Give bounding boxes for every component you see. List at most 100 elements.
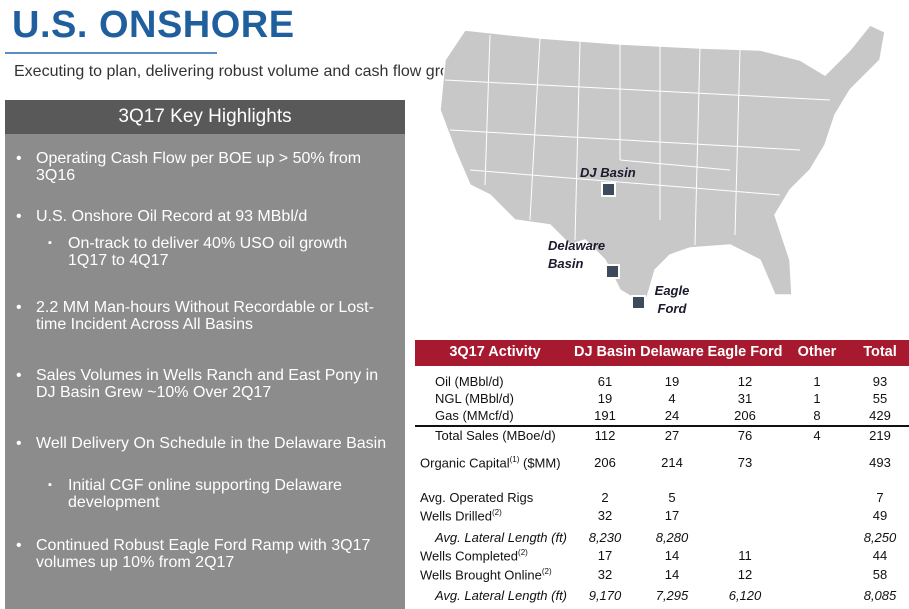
cell: 1: [813, 391, 821, 406]
cell: 14: [664, 567, 680, 582]
cell: 8,230: [588, 530, 622, 545]
delaware-basin-label: Delaware Basin: [548, 238, 606, 271]
page-title: U.S. ONSHORE: [12, 4, 295, 46]
cell: 8: [813, 408, 821, 423]
footnote-ref: (1): [509, 455, 520, 464]
row-label: Avg. Operated Rigs: [420, 490, 590, 505]
cell: 24: [664, 408, 680, 423]
col-header: 3Q17 Activity: [449, 344, 541, 360]
bullet: U.S. Onshore Oil Record at 93 MBbl/d: [16, 208, 391, 225]
footnote-ref: (2): [518, 548, 528, 557]
col-header: Other: [797, 344, 837, 360]
state-borders: [444, 34, 831, 246]
cell: 14: [664, 548, 680, 563]
cell: 49: [872, 508, 888, 523]
row-label-text: Gas (MMcf/d): [435, 408, 514, 423]
cell: 27: [664, 428, 680, 443]
sub-bullet: Initial CGF online supporting Delaware d…: [48, 477, 388, 511]
row-label-text: Wells Completed: [420, 548, 519, 564]
cell: 7: [876, 490, 884, 505]
footnote-ref: (2): [541, 567, 552, 576]
row-label-text: Total Sales (MBoe/d): [435, 428, 556, 443]
cell: 493: [869, 455, 891, 470]
cell: 73: [737, 455, 753, 470]
cell: 32: [597, 508, 613, 523]
table-divider: [415, 425, 909, 427]
row-label: Avg. Lateral Length (ft): [435, 530, 605, 545]
cell: 19: [597, 391, 613, 406]
cell: 17: [597, 548, 613, 563]
us-outline: [439, 24, 886, 307]
row-label: Organic Capital(1) ($MM): [420, 455, 590, 470]
row-label-text: Avg. Lateral Length (ft): [435, 588, 568, 603]
highlights-title: 3Q17 Key Highlights: [5, 100, 405, 134]
title-underline: [5, 52, 217, 54]
page-subtitle: Executing to plan, delivering robust vol…: [14, 63, 474, 80]
table-row: Organic Capital(1) ($MM) 206 214 73 493: [415, 455, 909, 473]
bullet: Continued Robust Eagle Ford Ramp with 3Q…: [16, 537, 391, 571]
col-header: Eagle Ford: [707, 344, 783, 360]
eagle-ford-marker: [631, 295, 646, 310]
cell: 61: [597, 374, 613, 389]
highlights-panel: 3Q17 Key Highlights Operating Cash Flow …: [5, 100, 405, 609]
col-header: Total: [863, 344, 897, 360]
cell: 32: [597, 567, 613, 582]
table-row: Total Sales (MBoe/d) 112 27 76 4 219: [415, 428, 909, 446]
row-label-text: Organic Capital: [420, 455, 510, 471]
row-label-text: Oil (MBbl/d): [435, 374, 504, 389]
row-label: NGL (MBbl/d): [435, 391, 605, 406]
cell: 206: [734, 408, 756, 423]
dj-basin-label: DJ Basin: [580, 165, 636, 180]
bullet: Well Delivery On Schedule in the Delawar…: [16, 435, 391, 452]
cell: 55: [872, 391, 888, 406]
row-label-text: Wells Drilled: [420, 508, 492, 524]
cell: 19: [664, 374, 680, 389]
cell: 191: [594, 408, 616, 423]
us-map: [439, 24, 886, 310]
cell: 4: [668, 391, 676, 406]
col-header: Delaware: [640, 344, 704, 360]
cell: 8,085: [863, 588, 897, 603]
table-row: NGL (MBbl/d) 19 4 31 1 55: [415, 391, 909, 409]
cell: 93: [872, 374, 888, 389]
cell: 8,280: [655, 530, 689, 545]
table-row: Wells Drilled(2) 32 17 49: [415, 508, 909, 526]
row-label: Avg. Lateral Length (ft): [435, 588, 605, 603]
col-header: DJ Basin: [573, 344, 637, 360]
cell: 7,295: [655, 588, 689, 603]
table-header: 3Q17 Activity DJ Basin Delaware Eagle Fo…: [415, 340, 909, 366]
row-label: Wells Completed(2): [420, 548, 590, 563]
cell: 9,170: [588, 588, 622, 603]
bullet: Operating Cash Flow per BOE up > 50% fro…: [16, 150, 391, 184]
table-row: Gas (MMcf/d) 191 24 206 8 429: [415, 408, 909, 426]
eagle-ford-label: Eagle Ford: [654, 283, 690, 316]
row-label-text: Avg. Lateral Length (ft): [435, 530, 568, 545]
cell: 44: [872, 548, 888, 563]
row-label-text: NGL (MBbl/d): [435, 391, 514, 406]
row-label: Gas (MMcf/d): [435, 408, 605, 423]
bullet: 2.2 MM Man-hours Without Recordable or L…: [16, 299, 391, 333]
cell: 219: [869, 428, 891, 443]
cell: 4: [813, 428, 821, 443]
cell: 58: [872, 567, 888, 582]
row-label-text: Wells Brought Online: [420, 567, 542, 583]
cell: 206: [594, 455, 616, 470]
table-row: Avg. Operated Rigs 2 5 7: [415, 490, 909, 508]
cell: 1: [813, 374, 821, 389]
dj-basin-marker: [601, 182, 616, 197]
table-row: Avg. Lateral Length (ft) 8,230 8,280 8,250: [415, 530, 909, 548]
cell: 429: [869, 408, 891, 423]
cell: 214: [661, 455, 683, 470]
cell: 6,120: [728, 588, 762, 603]
cell: 12: [737, 567, 753, 582]
delaware-basin-marker: [605, 264, 620, 279]
footnote-ref: (2): [492, 508, 502, 517]
cell: 112: [594, 428, 616, 443]
cell: 2: [601, 490, 609, 505]
table-row: Wells Completed(2) 17 14 11 44: [415, 548, 909, 566]
capital-unit: ($MM): [519, 455, 561, 471]
cell: 5: [668, 490, 676, 505]
cell: 12: [737, 374, 753, 389]
table-row: Wells Brought Online(2) 32 14 12 58: [415, 567, 909, 585]
table-row: Avg. Lateral Length (ft) 9,170 7,295 6,120 8…: [415, 588, 909, 606]
